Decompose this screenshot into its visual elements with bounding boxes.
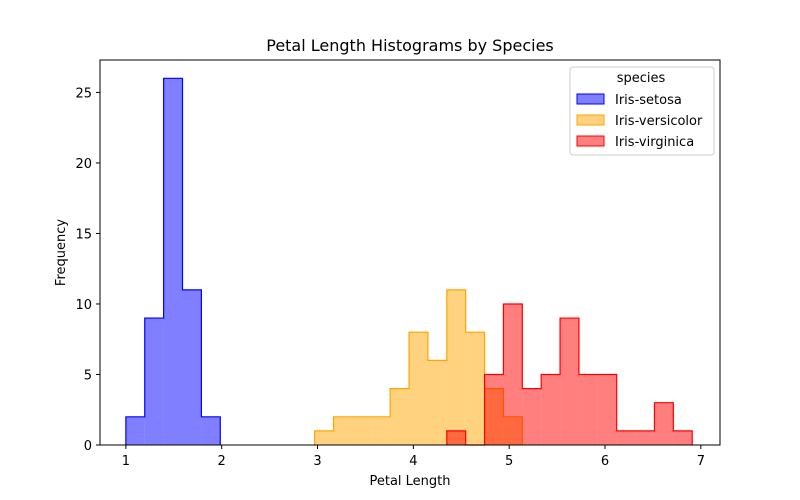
histogram-bar [163,78,183,445]
x-tick-label: 4 [409,454,417,469]
histogram-bar [578,374,598,445]
series-iris-setosa [125,77,221,445]
histogram-bar [673,430,693,445]
histogram-bar [484,374,504,445]
legend-entries: Iris-setosa Iris-versicolor Iris-virginica [576,93,703,150]
x-tick-label: 2 [218,454,226,469]
histogram-bar [616,430,636,445]
histogram-bar [446,289,466,445]
series-outline [125,77,221,445]
y-tick-label: 5 [84,368,92,383]
histogram-bar [390,388,410,445]
histogram-bar [522,388,542,445]
histogram-bar [201,416,221,445]
x-tick-label: 6 [601,454,609,469]
y-axis: 0 5 10 15 20 25 [75,86,100,454]
y-axis-label: Frequency [54,219,69,286]
y-tick-label: 10 [75,298,92,313]
legend-swatch [576,93,605,105]
y-tick-label: 15 [75,227,92,242]
histogram-bar [314,430,334,445]
histogram-bar [503,303,523,445]
plot-area [125,77,693,446]
y-tick-label: 25 [75,86,92,101]
y-tick-label: 20 [75,157,92,172]
legend-swatch [576,135,605,147]
plot-frame [99,59,721,446]
histogram-bar [560,318,579,445]
histogram-bar [541,374,561,445]
legend-swatch [576,114,605,126]
histogram-bar [635,430,655,445]
series-outline [446,303,693,446]
x-tick-label: 5 [505,454,513,469]
x-axis: 1 2 3 4 5 6 7 [122,445,705,469]
legend-label: Iris-virginica [615,135,694,150]
x-tick-label: 7 [697,454,705,469]
x-tick-label: 1 [122,454,130,469]
histogram-bar [371,416,391,445]
histogram-bar [427,360,447,445]
legend-label: Iris-versicolor [615,114,703,129]
x-tick-label: 3 [313,454,321,469]
histogram-bar [144,318,164,445]
histogram-bar [125,416,145,445]
x-axis-label: Petal Length [369,474,450,489]
histogram-bar [654,402,674,445]
histogram-bar [446,430,466,445]
histogram-bar [465,332,485,445]
histogram-bar [182,289,202,445]
legend-box [569,66,715,156]
histogram-bar [333,416,353,445]
legend: species Iris-setosa Iris-versicolor Iris-v… [569,66,715,156]
legend-title: species [617,71,666,86]
y-tick-label: 0 [84,439,92,454]
histogram-bar [597,374,617,445]
histogram-bar [352,416,372,445]
legend-label: Iris-setosa [615,93,682,108]
histogram-bar [409,332,428,445]
series-iris-virginica [446,303,693,446]
chart-title: Petal Length Histograms by Species [266,36,554,55]
